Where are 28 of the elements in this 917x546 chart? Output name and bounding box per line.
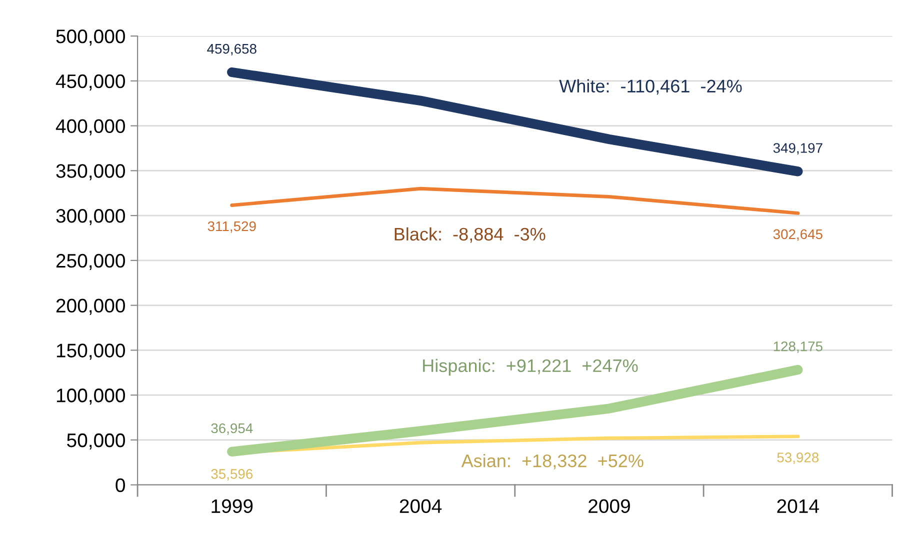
data-label: 459,658 (207, 44, 256, 56)
x-tick-label: 2004 (400, 499, 442, 514)
y-tick-label: 100,000 (56, 388, 125, 405)
data-label: 349,197 (773, 143, 822, 155)
y-tick-label: 50,000 (67, 433, 125, 450)
y-tick-label: 300,000 (56, 209, 125, 226)
data-label: 302,645 (773, 229, 822, 241)
y-tick-label: 500,000 (56, 30, 125, 46)
y-tick-label: 250,000 (56, 254, 125, 270)
data-label: 311,529 (208, 221, 256, 233)
data-label: 35,596 (211, 469, 253, 480)
data-label: 53,928 (777, 452, 819, 464)
y-tick-label: 450,000 (56, 74, 125, 90)
y-tick-label: 0 (116, 478, 125, 492)
y-tick-label: 400,000 (56, 119, 125, 136)
annotation: Hispanic: +91,221 +247% (423, 358, 638, 376)
data-label: 36,954 (211, 423, 253, 435)
x-tick-label: 2014 (777, 499, 819, 514)
x-tick-label: 2009 (588, 499, 630, 514)
annotation: Black: -8,884 -3% (394, 227, 546, 243)
y-tick-label: 150,000 (56, 344, 125, 360)
annotation: White: -110,461 -24% (559, 79, 742, 95)
y-tick-label: 200,000 (56, 298, 125, 315)
data-label: 128,175 (774, 341, 822, 353)
y-tick-label: 350,000 (56, 164, 125, 180)
x-tick-label: 1999 (212, 499, 253, 514)
line-series (230, 186, 800, 215)
annotation: Asian: +18,332 +52% (461, 454, 644, 470)
